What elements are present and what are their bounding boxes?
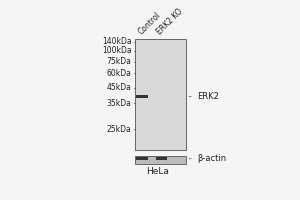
Text: Control: Control: [137, 10, 163, 36]
Bar: [136, 157, 148, 160]
Text: 45kDa: 45kDa: [107, 83, 132, 92]
Text: 25kDa: 25kDa: [107, 125, 132, 134]
Bar: [135, 156, 186, 164]
Text: 35kDa: 35kDa: [107, 99, 132, 108]
Text: 75kDa: 75kDa: [107, 57, 132, 66]
Bar: [136, 95, 148, 98]
Bar: [135, 39, 186, 150]
Text: HeLa: HeLa: [146, 167, 169, 176]
Text: ERK2: ERK2: [189, 92, 219, 101]
Text: 140kDa: 140kDa: [102, 37, 132, 46]
Text: ERK2 KO: ERK2 KO: [155, 7, 185, 36]
Text: 60kDa: 60kDa: [107, 69, 132, 78]
Text: 100kDa: 100kDa: [102, 46, 132, 55]
Bar: [156, 157, 167, 160]
Text: β-actin: β-actin: [189, 154, 226, 163]
